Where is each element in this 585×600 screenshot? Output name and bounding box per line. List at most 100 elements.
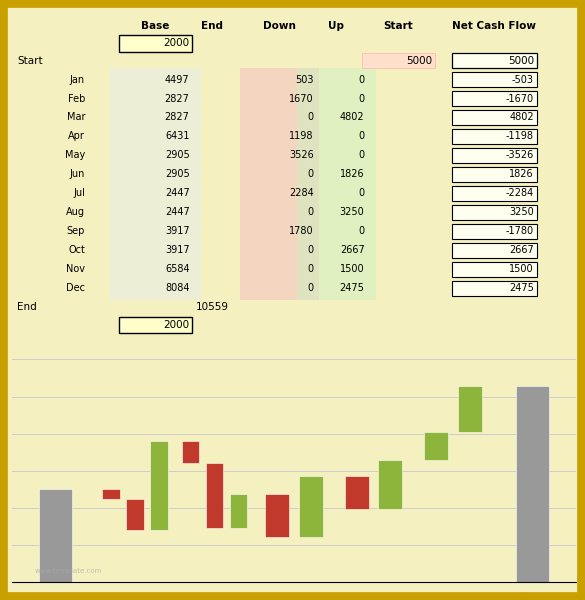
FancyBboxPatch shape [452,205,536,220]
Text: Net Cash Flow: Net Cash Flow [452,22,536,31]
Text: 4802: 4802 [510,112,534,122]
Text: Start: Start [384,22,413,31]
Text: 2475: 2475 [509,283,534,293]
Bar [111,68,201,300]
FancyBboxPatch shape [452,224,536,239]
Bar [229,494,247,528]
FancyBboxPatch shape [452,110,536,125]
Bar [39,489,72,582]
Text: 1198: 1198 [289,131,314,142]
Text: 0: 0 [359,151,364,160]
Bar [102,489,120,499]
Text: 1500: 1500 [510,265,534,274]
Text: 1780: 1780 [289,226,314,236]
Bar [516,386,549,582]
FancyBboxPatch shape [452,129,536,144]
Text: 2000: 2000 [163,320,190,331]
Text: 4802: 4802 [340,112,364,122]
Text: 0: 0 [359,94,364,104]
FancyBboxPatch shape [452,281,536,296]
Bar [150,440,167,530]
FancyBboxPatch shape [452,148,536,163]
FancyBboxPatch shape [119,317,192,334]
Text: 6431: 6431 [165,131,190,142]
Text: 0: 0 [308,112,314,122]
Bar [240,68,319,300]
Text: www.template.com: www.template.com [35,568,102,574]
Text: 0: 0 [359,74,364,85]
Text: Dec: Dec [66,283,85,293]
Text: 0: 0 [308,208,314,217]
Text: 0: 0 [359,188,364,199]
Text: Jun: Jun [70,169,85,179]
Text: 1826: 1826 [510,169,534,179]
Text: Oct: Oct [68,245,85,256]
Text: 10559: 10559 [195,302,229,312]
Text: Aug: Aug [66,208,85,217]
Text: 4497: 4497 [165,74,190,85]
FancyBboxPatch shape [119,35,192,52]
Bar [378,460,402,509]
Text: 2447: 2447 [165,208,190,217]
Bar [424,432,448,460]
Text: 3917: 3917 [165,245,190,256]
Text: Mar: Mar [67,112,85,122]
Text: 0: 0 [308,283,314,293]
Bar [126,499,144,530]
Text: 2827: 2827 [164,94,190,104]
Text: May: May [65,151,85,160]
Text: End: End [201,22,223,31]
Text: -3526: -3526 [505,151,534,160]
Text: Apr: Apr [68,131,85,142]
Text: Jul: Jul [73,188,85,199]
FancyBboxPatch shape [452,91,536,106]
Text: 0: 0 [308,169,314,179]
Text: 5000: 5000 [406,56,432,65]
FancyBboxPatch shape [452,243,536,258]
Text: Up: Up [328,22,345,31]
Bar [182,440,199,463]
Text: 1826: 1826 [340,169,364,179]
Text: 0: 0 [308,245,314,256]
Text: 1500: 1500 [340,265,364,274]
Text: 0: 0 [308,265,314,274]
FancyBboxPatch shape [452,262,536,277]
Bar [266,494,289,536]
Text: 2000: 2000 [163,38,190,49]
Text: 6584: 6584 [165,265,190,274]
Bar [299,476,322,536]
FancyBboxPatch shape [452,53,536,68]
Text: 2905: 2905 [165,151,190,160]
Text: -1670: -1670 [506,94,534,104]
Text: 2827: 2827 [164,112,190,122]
Text: 2284: 2284 [289,188,314,199]
Text: Nov: Nov [66,265,85,274]
FancyBboxPatch shape [452,72,536,87]
Text: 3250: 3250 [340,208,364,217]
Text: Start: Start [18,56,43,65]
Text: 8084: 8084 [165,283,190,293]
FancyBboxPatch shape [452,186,536,201]
Text: 3250: 3250 [509,208,534,217]
FancyBboxPatch shape [452,167,536,182]
Text: Base: Base [142,22,170,31]
Text: 0: 0 [359,226,364,236]
FancyBboxPatch shape [362,53,435,68]
Text: -503: -503 [512,74,534,85]
Text: -1780: -1780 [506,226,534,236]
Text: 2667: 2667 [509,245,534,256]
Bar [297,68,376,300]
Text: 3917: 3917 [165,226,190,236]
Text: 3526: 3526 [289,151,314,160]
Bar [345,476,369,509]
Bar [206,463,223,528]
Text: 0: 0 [359,131,364,142]
Text: 2905: 2905 [165,169,190,179]
Text: 2447: 2447 [165,188,190,199]
Text: -2284: -2284 [505,188,534,199]
Text: 503: 503 [295,74,314,85]
Text: 2667: 2667 [340,245,364,256]
Text: 1670: 1670 [289,94,314,104]
Text: 2475: 2475 [340,283,364,293]
Text: Feb: Feb [68,94,85,104]
